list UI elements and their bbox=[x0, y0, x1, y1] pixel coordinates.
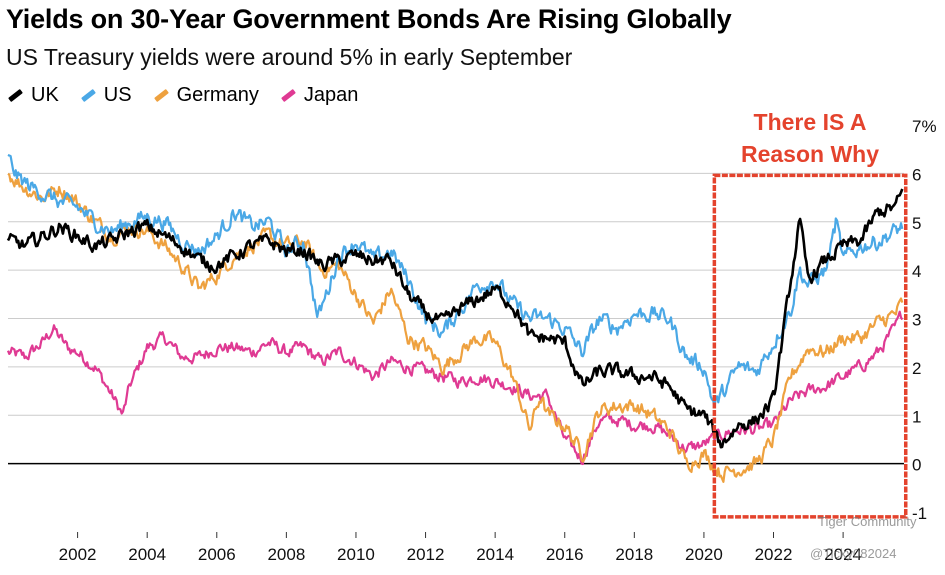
y-tick-label: 1 bbox=[912, 407, 921, 426]
legend-swatch-us bbox=[80, 88, 96, 103]
x-tick-label: 2004 bbox=[128, 545, 166, 564]
watermark-line2: @Ticky082024 bbox=[810, 546, 897, 561]
x-tick-label: 2008 bbox=[267, 545, 305, 564]
x-tick-label: 2014 bbox=[476, 545, 514, 564]
y-tick-label: 3 bbox=[912, 311, 921, 330]
x-tick-label: 2012 bbox=[407, 545, 445, 564]
legend-label-uk: UK bbox=[31, 84, 59, 106]
y-tick-label: 2 bbox=[912, 359, 921, 378]
annotation-text-line1: There IS A bbox=[754, 109, 867, 135]
x-tick-label: 2002 bbox=[59, 545, 97, 564]
chart-title: Yields on 30-Year Government Bonds Are R… bbox=[6, 4, 732, 34]
series-layer bbox=[6, 153, 904, 483]
legend-swatch-japan bbox=[280, 88, 296, 103]
legend-swatch-uk bbox=[8, 88, 23, 103]
legend: UK US Germany Japan bbox=[8, 84, 380, 107]
y-tick-label: -1 bbox=[912, 504, 927, 523]
y-tick-label: 6 bbox=[912, 165, 921, 184]
x-tick-label: 2020 bbox=[685, 545, 723, 564]
tick-layer: 7% 6 5 4 3 2 1 0 -1 2002 2004 2006 2008 2010 2012 2014 2… bbox=[59, 117, 937, 564]
y-tick-label: 4 bbox=[912, 262, 921, 281]
x-tick-label: 2010 bbox=[337, 545, 375, 564]
x-tick-label: 2018 bbox=[615, 545, 653, 564]
series-line-germany bbox=[7, 172, 904, 483]
legend-label-japan: Japan bbox=[303, 84, 359, 106]
watermark-line1: Tiger Community bbox=[818, 514, 917, 529]
legend-item-japan: Japan bbox=[280, 84, 359, 107]
legend-item-us: US bbox=[80, 84, 132, 107]
legend-label-us: US bbox=[103, 84, 132, 106]
y-tick-label: 7% bbox=[912, 117, 937, 136]
series-line-japan bbox=[6, 310, 904, 466]
legend-item-germany: Germany bbox=[153, 84, 259, 107]
series-line-uk bbox=[6, 188, 904, 449]
legend-swatch-germany bbox=[153, 88, 169, 103]
series-line-us bbox=[7, 153, 904, 408]
x-tick-label: 2016 bbox=[546, 545, 584, 564]
y-tick-label: 5 bbox=[912, 214, 921, 233]
y-tick-label: 0 bbox=[912, 456, 921, 475]
annotation-text-line2: Reason Why bbox=[741, 141, 879, 167]
annotation-layer: There IS A Reason Why bbox=[712, 109, 908, 519]
legend-item-uk: UK bbox=[8, 84, 59, 107]
legend-label-germany: Germany bbox=[176, 84, 259, 106]
x-tick-label: 2006 bbox=[198, 545, 236, 564]
chart-subtitle: US Treasury yields were around 5% in ear… bbox=[6, 44, 573, 70]
annotation-box bbox=[712, 173, 908, 519]
x-tick-label: 2024 bbox=[824, 545, 862, 564]
x-tick-label: 2022 bbox=[755, 545, 793, 564]
